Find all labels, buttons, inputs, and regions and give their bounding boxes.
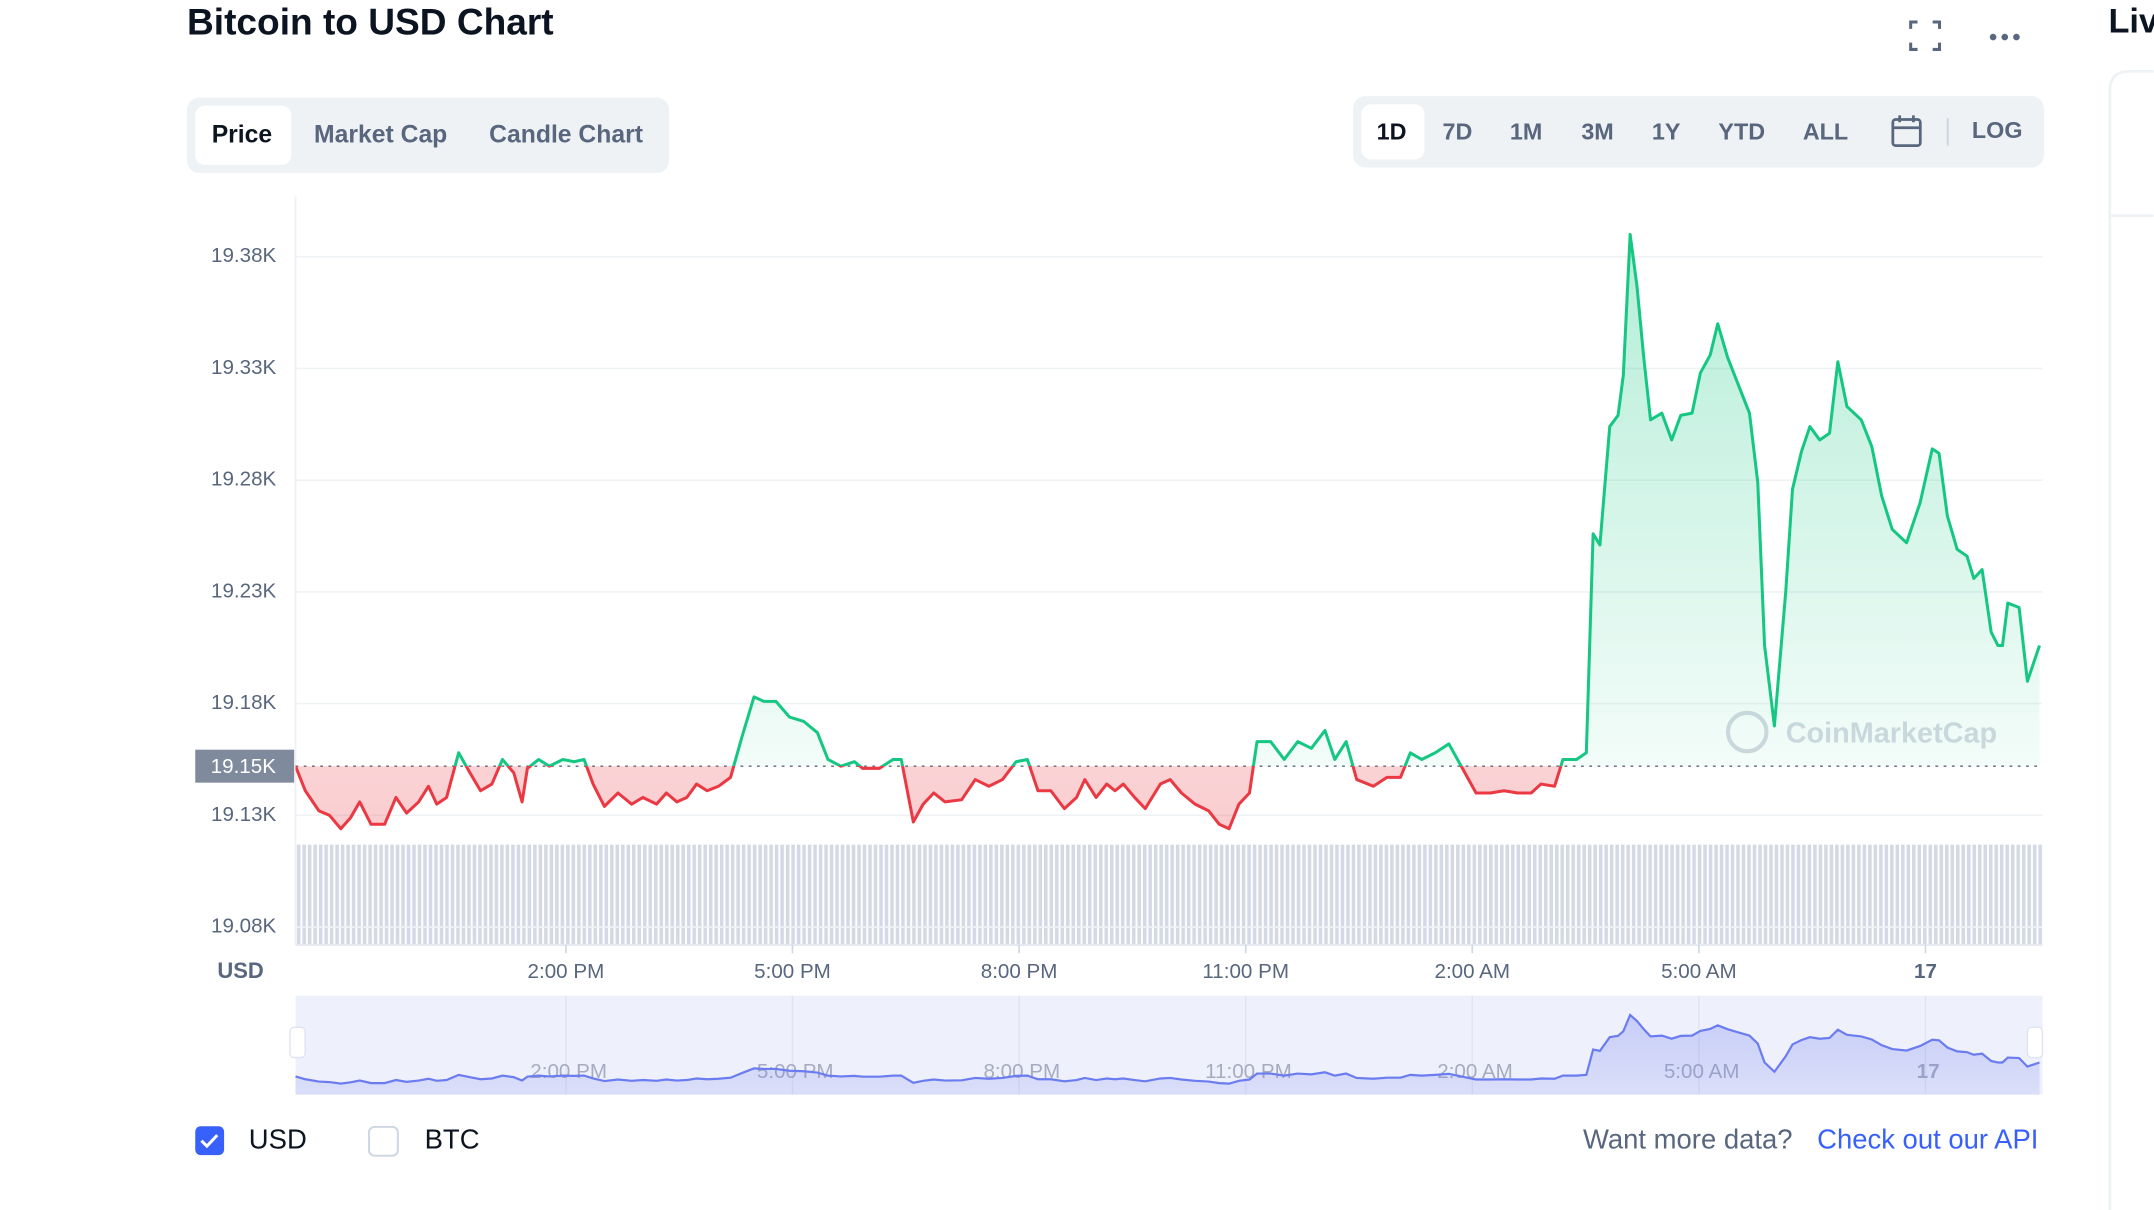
x-tick-label: 5:00 AM bbox=[1661, 960, 1737, 983]
more-icon[interactable] bbox=[1989, 33, 2020, 41]
range-bar bbox=[1353, 96, 2044, 168]
reference-label: 19.15K bbox=[211, 755, 277, 778]
active-range bbox=[1361, 104, 1425, 160]
chart-tab[interactable]: Candle Chart bbox=[489, 122, 643, 149]
api-link[interactable]: Check out our API bbox=[1817, 1124, 2038, 1155]
check-mark bbox=[200, 1134, 219, 1149]
chart-tab[interactable]: Price bbox=[212, 122, 272, 149]
price-line-down bbox=[295, 766, 1563, 831]
calendar-icon[interactable] bbox=[1891, 115, 1922, 147]
price-line-up bbox=[295, 232, 2041, 767]
y-tick-label: 19.23K bbox=[211, 579, 277, 602]
y-tick-label: 19.33K bbox=[211, 356, 277, 379]
chart-tab[interactable]: Market Cap bbox=[314, 122, 447, 149]
range-button[interactable]: ALL bbox=[1803, 118, 1848, 144]
chart-title: Bitcoin to USD Chart bbox=[187, 1, 554, 43]
x-tick-label: 11:00 PM bbox=[1202, 960, 1289, 983]
range-button[interactable]: YTD bbox=[1718, 118, 1765, 144]
usd-checkbox[interactable] bbox=[195, 1126, 225, 1156]
reference-badge bbox=[195, 749, 295, 783]
x-tick-label: 17 bbox=[1914, 960, 1937, 983]
sidebar-card bbox=[2108, 70, 2154, 1210]
sidebar-title: Liv bbox=[2108, 2, 2154, 40]
log-button[interactable]: LOG bbox=[1972, 117, 2023, 143]
x-tick-label: 2:00 AM bbox=[1434, 960, 1510, 983]
volume-band bbox=[295, 844, 2043, 945]
active-tab bbox=[195, 105, 292, 165]
api-prompt: Want more data? bbox=[1583, 1124, 1793, 1155]
x-tick-label: 2:00 PM bbox=[528, 960, 605, 983]
navigator-line bbox=[295, 1013, 2040, 1085]
range-button[interactable]: 3M bbox=[1581, 118, 1613, 144]
x-tick-label: 5:00 PM bbox=[754, 960, 831, 983]
range-button[interactable]: 1M bbox=[1510, 118, 1542, 144]
navigator-handle[interactable] bbox=[2026, 1026, 2044, 1059]
legend-usd[interactable]: USD bbox=[249, 1124, 307, 1155]
x-tick-label: 8:00 PM bbox=[981, 960, 1058, 983]
tab-bar bbox=[187, 97, 670, 174]
y-unit-label: USD bbox=[217, 958, 263, 983]
range-button[interactable]: 1Y bbox=[1652, 118, 1681, 144]
y-tick-label: 19.28K bbox=[211, 468, 277, 491]
y-tick-label: 19.08K bbox=[211, 914, 277, 937]
range-button[interactable]: 1D bbox=[1377, 118, 1407, 144]
legend-btc[interactable]: BTC bbox=[425, 1124, 480, 1155]
y-tick-label: 19.18K bbox=[211, 691, 277, 714]
area-up bbox=[295, 234, 2040, 767]
range-button[interactable]: 7D bbox=[1443, 118, 1473, 144]
y-tick-label: 19.13K bbox=[211, 803, 277, 826]
navigator-area bbox=[295, 1014, 2040, 1095]
btc-checkbox[interactable] bbox=[367, 1125, 399, 1157]
y-tick-label: 19.38K bbox=[211, 244, 277, 267]
fullscreen-icon[interactable] bbox=[1909, 20, 1942, 51]
navigator-handle[interactable] bbox=[289, 1026, 306, 1059]
